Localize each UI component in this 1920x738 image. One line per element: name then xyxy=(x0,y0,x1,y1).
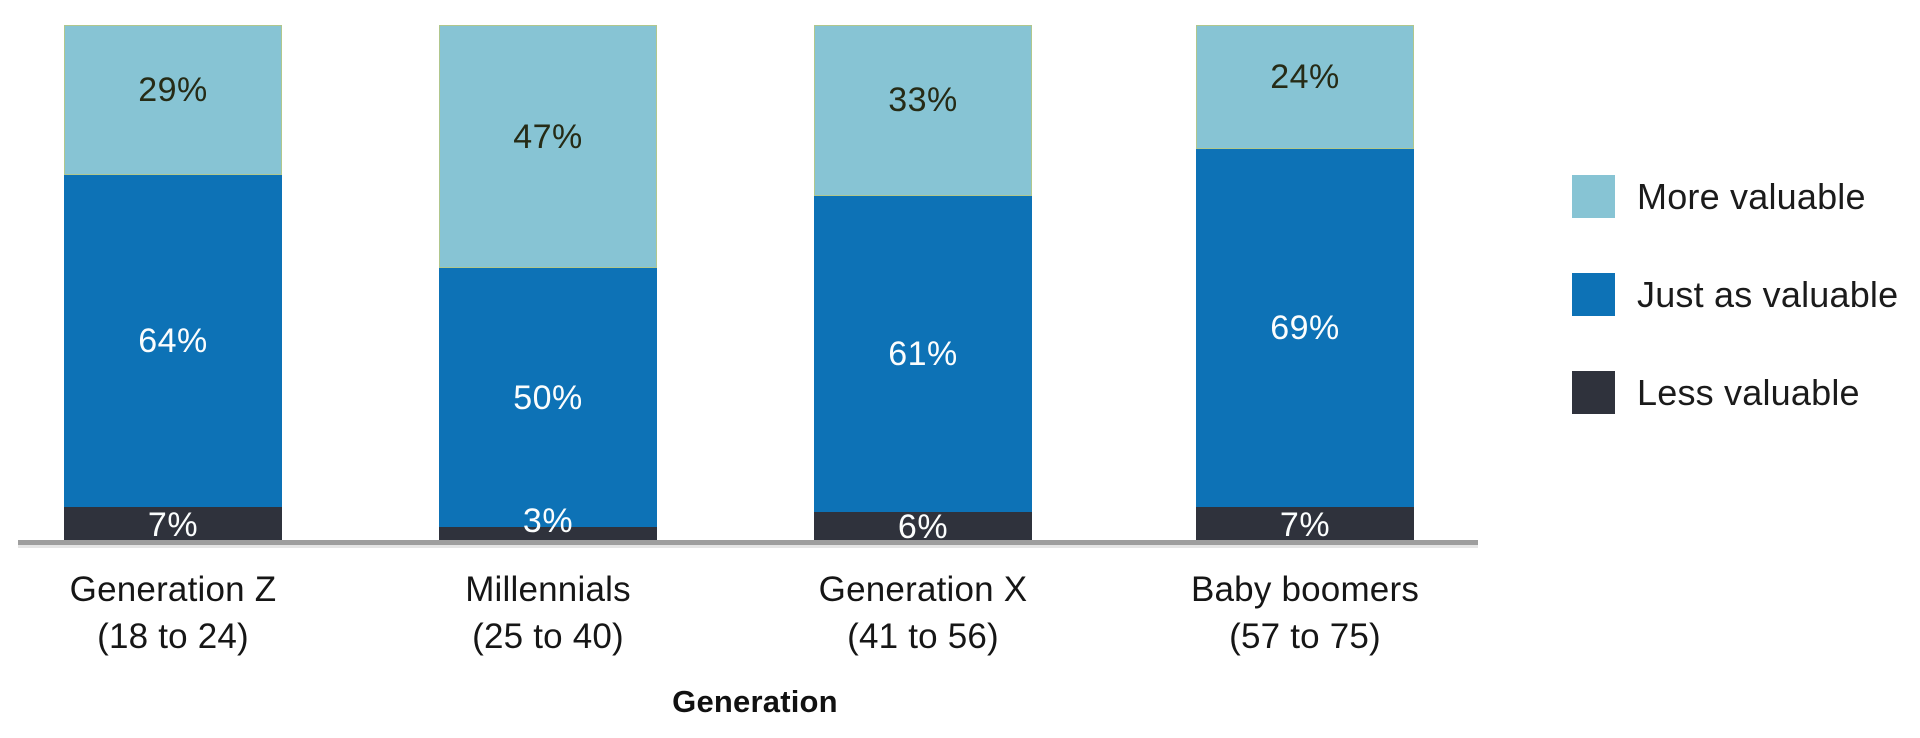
segment-less-valuable-generation-x: 6% xyxy=(814,508,1032,546)
value-label-just-as-valuable-generation-z: 64% xyxy=(138,321,208,360)
value-label-just-as-valuable-baby-boomers: 69% xyxy=(1270,309,1340,348)
segment-more-valuable-millennials: 47% xyxy=(439,25,657,269)
value-label-less-valuable-baby-boomers: 7% xyxy=(1279,505,1331,544)
x-axis-line xyxy=(18,540,1478,545)
value-label-more-valuable-generation-z: 29% xyxy=(138,71,208,110)
segment-more-valuable-generation-z: 29% xyxy=(64,25,282,176)
legend-swatch-more-valuable-icon xyxy=(1572,175,1615,218)
legend-item-just-as-valuable: Just as valuable xyxy=(1572,273,1898,316)
category-name: Millennials xyxy=(465,570,631,609)
segment-just-as-valuable-generation-z: 64% xyxy=(64,175,282,507)
category-age-range: (18 to 24) xyxy=(97,617,249,656)
bar-generation-z: 29% 64% 7% xyxy=(64,25,282,544)
legend-swatch-less-valuable-icon xyxy=(1572,371,1615,414)
value-label-less-valuable-millennials: 3% xyxy=(522,501,574,540)
value-label-less-valuable-generation-z: 7% xyxy=(147,505,199,544)
bar-generation-x: 33% 61% 6% xyxy=(814,25,1032,546)
value-label-just-as-valuable-millennials: 50% xyxy=(513,378,583,417)
segment-more-valuable-generation-x: 33% xyxy=(814,25,1032,196)
category-label-generation-z: Generation Z (18 to 24) xyxy=(3,566,343,660)
legend-item-more-valuable: More valuable xyxy=(1572,175,1898,218)
category-age-range: (57 to 75) xyxy=(1229,617,1381,656)
category-label-baby-boomers: Baby boomers (57 to 75) xyxy=(1135,566,1475,660)
segment-just-as-valuable-millennials: 50% xyxy=(439,268,657,528)
category-age-range: (41 to 56) xyxy=(847,617,999,656)
category-label-generation-x: Generation X (41 to 56) xyxy=(753,566,1093,660)
legend-item-less-valuable: Less valuable xyxy=(1572,371,1898,414)
x-axis-title: Generation xyxy=(672,684,838,719)
category-name: Baby boomers xyxy=(1190,570,1420,609)
category-name: Generation X xyxy=(818,570,1028,609)
category-age-range: (25 to 40) xyxy=(472,617,624,656)
segment-less-valuable-millennials: 3% xyxy=(439,502,657,543)
value-label-more-valuable-millennials: 47% xyxy=(513,117,583,156)
legend-label-just-as-valuable: Just as valuable xyxy=(1637,273,1899,315)
value-label-just-as-valuable-generation-x: 61% xyxy=(888,334,958,373)
segment-less-valuable-baby-boomers: 7% xyxy=(1196,505,1414,544)
bar-millennials: 47% 50% 3% xyxy=(439,25,657,543)
value-label-more-valuable-generation-x: 33% xyxy=(888,81,958,120)
legend: More valuable Just as valuable Less valu… xyxy=(1572,175,1898,469)
category-label-millennials: Millennials (25 to 40) xyxy=(378,566,718,660)
segment-just-as-valuable-generation-x: 61% xyxy=(814,195,1032,512)
segment-just-as-valuable-baby-boomers: 69% xyxy=(1196,149,1414,507)
value-label-more-valuable-baby-boomers: 24% xyxy=(1270,58,1340,97)
segment-more-valuable-baby-boomers: 24% xyxy=(1196,25,1414,150)
category-name: Generation Z xyxy=(69,570,277,609)
legend-label-more-valuable: More valuable xyxy=(1637,175,1866,217)
legend-label-less-valuable: Less valuable xyxy=(1637,371,1860,413)
segment-less-valuable-generation-z: 7% xyxy=(64,505,282,544)
legend-swatch-just-as-valuable-icon xyxy=(1572,273,1615,316)
bar-baby-boomers: 24% 69% 7% xyxy=(1196,25,1414,544)
